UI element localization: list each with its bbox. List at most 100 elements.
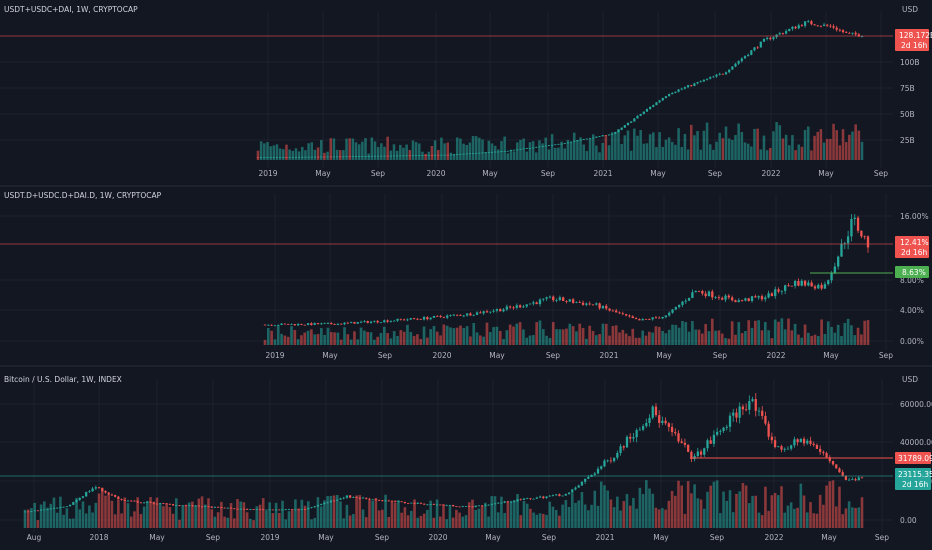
volume-bar xyxy=(503,136,506,160)
volume-bar xyxy=(565,328,568,345)
volume-bar xyxy=(452,328,456,345)
volume-bar xyxy=(541,143,544,160)
candle-body xyxy=(603,460,606,467)
countdown-value: 2d 16h xyxy=(901,248,927,257)
volume-bar xyxy=(326,151,329,160)
volume-bar xyxy=(445,519,449,528)
volume-bar xyxy=(133,511,136,528)
x-tick-label: Sep xyxy=(879,351,893,360)
volume-bar xyxy=(848,134,851,160)
pane-stablecoin-mcap[interactable]: USDT+USDC+DAI, 1W, CRYPTOCAP USD 100B 75B… xyxy=(0,5,932,178)
volume-bar xyxy=(162,506,165,528)
volume-bar xyxy=(569,142,573,160)
candle-body xyxy=(402,155,405,157)
volume-bar xyxy=(465,326,469,345)
volume-bar xyxy=(369,332,373,345)
candle-body xyxy=(681,301,684,305)
volume-bar xyxy=(641,330,645,345)
candle-body xyxy=(101,487,104,491)
candle-body xyxy=(724,72,728,75)
volume-bar xyxy=(813,334,817,345)
candle-body xyxy=(59,507,62,508)
candle-body xyxy=(526,498,529,500)
volume-bar xyxy=(265,510,268,528)
candle-body xyxy=(630,121,633,123)
volume-bar xyxy=(155,497,159,528)
volume-bar xyxy=(323,334,326,345)
volume-bar xyxy=(433,140,437,160)
candle-body xyxy=(207,506,210,508)
volume-bar xyxy=(84,513,88,528)
volume-bar xyxy=(377,510,381,528)
volume-bar xyxy=(94,502,98,528)
volume-bar xyxy=(442,504,445,528)
volume-bar xyxy=(446,142,450,160)
volume-bar xyxy=(120,513,123,528)
volume-bar xyxy=(455,327,459,345)
candle-body xyxy=(307,507,310,510)
candle-body xyxy=(705,78,709,80)
candle-body xyxy=(165,503,168,505)
volume-bar xyxy=(670,490,674,528)
candle-body xyxy=(579,139,582,141)
volume-bar xyxy=(680,485,684,528)
candle-body xyxy=(426,317,429,320)
volume-bar xyxy=(485,322,489,345)
candle-body xyxy=(629,436,632,439)
candle-body xyxy=(838,468,841,473)
volume-bar xyxy=(545,335,548,345)
pane-stablecoin-dominance[interactable]: USDT.D+USDC.D+DAI.D, 1W, CRYPTOCAP 16.00… xyxy=(0,191,929,360)
pane-bitcoin[interactable]: Bitcoin / U.S. Dollar, 1W, INDEX USD 600… xyxy=(0,375,932,542)
volume-bar xyxy=(778,125,782,160)
candle-body xyxy=(374,499,378,501)
candle-body xyxy=(750,296,754,301)
last-price-tag-bg xyxy=(895,29,929,51)
candle-body xyxy=(856,217,860,231)
candle-body xyxy=(297,509,300,511)
volume-bar xyxy=(33,502,36,528)
volume-bar xyxy=(737,123,740,160)
axis-unit-label: USD xyxy=(902,375,918,384)
volume-bar xyxy=(184,504,188,528)
candle-body xyxy=(56,507,59,509)
volume-bar xyxy=(429,329,432,345)
volume-bar xyxy=(574,502,577,528)
candle-body xyxy=(472,314,475,316)
candle-body xyxy=(266,157,269,159)
candle-body xyxy=(644,318,648,320)
volume-bar xyxy=(651,493,655,528)
candle-body xyxy=(580,481,584,486)
volume-bar xyxy=(461,516,465,528)
volume-bar xyxy=(710,318,714,345)
volume-bar xyxy=(730,321,734,345)
volume-bar xyxy=(614,325,618,345)
volume-bar xyxy=(397,500,400,528)
candle-body xyxy=(740,300,744,302)
candle-body xyxy=(329,500,332,503)
candle-body xyxy=(622,446,625,448)
candle-body xyxy=(667,94,671,97)
candle-body xyxy=(680,441,683,443)
volume-bar xyxy=(797,334,800,345)
volume-bar xyxy=(697,329,701,345)
candle-body xyxy=(714,297,717,299)
volume-bar xyxy=(348,515,352,528)
candle-body xyxy=(641,426,645,430)
volume-bar xyxy=(366,331,370,345)
candle-body xyxy=(566,142,570,144)
candle-body xyxy=(817,284,820,289)
candle-body xyxy=(728,69,731,73)
candle-body xyxy=(611,310,615,312)
volume-bar xyxy=(632,497,635,528)
volume-bar xyxy=(316,334,320,345)
volume-bar xyxy=(252,520,255,528)
candle-body xyxy=(697,290,701,292)
volume-bar xyxy=(509,500,513,528)
volume-bar xyxy=(571,326,575,345)
volume-bar xyxy=(548,501,552,528)
volume-bar xyxy=(677,128,680,160)
volume-bar xyxy=(194,505,197,528)
candle-body xyxy=(410,502,413,504)
volume-bar xyxy=(207,498,210,528)
